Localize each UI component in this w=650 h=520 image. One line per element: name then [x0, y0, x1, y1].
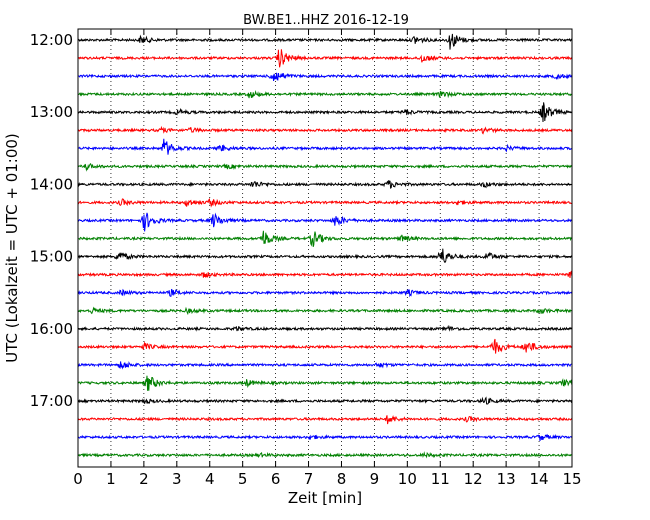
x-axis-ticks: 0 1 2 3 4 5 6 7 8 9 10 11 12 13 14 15 — [73, 29, 582, 488]
y-tick-label: 12:00 — [30, 31, 73, 49]
x-tick-label: 10 — [398, 470, 417, 488]
chart-title: BW.BE1..HHZ 2016-12-19 — [243, 13, 409, 28]
trace-1430 — [77, 212, 573, 232]
trace-1645 — [77, 375, 573, 391]
y-tick-label: 13:00 — [30, 103, 73, 121]
y-axis-label: UTC (Lokalzeit = UTC + 01:00) — [3, 133, 21, 363]
x-tick-label: 1 — [106, 470, 116, 488]
trace-1745 — [77, 451, 572, 459]
trace-1315 — [77, 125, 573, 135]
x-tick-label: 5 — [238, 470, 248, 488]
y-tick-label: 14:00 — [30, 175, 73, 193]
y-tick-label: 17:00 — [30, 392, 73, 410]
trace-series — [77, 33, 573, 459]
trace-1700 — [77, 396, 573, 405]
plot-frame — [77, 28, 573, 468]
trace-1715 — [77, 414, 573, 425]
trace-1615 — [77, 338, 573, 354]
trace-1345 — [77, 163, 573, 172]
x-tick-label: 0 — [73, 470, 83, 488]
x-axis-label: Zeit [min] — [288, 489, 362, 507]
y-tick-label: 15:00 — [30, 248, 73, 266]
trace-1415 — [77, 198, 572, 208]
trace-1330 — [77, 138, 572, 155]
trace-1300 — [77, 102, 573, 122]
trace-1515 — [77, 270, 573, 278]
y-tick-label: 16:00 — [30, 320, 73, 338]
x-tick-label: 9 — [370, 470, 380, 488]
x-tick-label: 3 — [172, 470, 182, 488]
trace-1630 — [77, 360, 572, 370]
trace-1230 — [77, 72, 573, 81]
x-tick-label: 12 — [464, 470, 483, 488]
x-tick-label: 2 — [139, 470, 149, 488]
x-tick-label: 4 — [205, 470, 215, 488]
trace-1530 — [77, 288, 573, 298]
trace-1215 — [77, 49, 573, 68]
x-tick-label: 6 — [271, 470, 281, 488]
x-tick-label: 8 — [337, 470, 347, 488]
trace-1500 — [77, 248, 573, 263]
trace-1200 — [77, 33, 573, 50]
trace-1545 — [77, 306, 573, 316]
trace-1730 — [77, 433, 573, 442]
x-tick-label: 14 — [530, 470, 549, 488]
x-tick-label: 7 — [304, 470, 314, 488]
x-tick-label: 15 — [562, 470, 581, 488]
x-tick-label: 11 — [431, 470, 450, 488]
y-axis-ticks: 12:00 13:00 14:00 15:00 16:00 17:00 — [30, 31, 572, 410]
trace-1400 — [77, 180, 572, 189]
x-tick-label: 13 — [497, 470, 516, 488]
trace-1600 — [77, 324, 573, 332]
trace-1245 — [77, 89, 573, 99]
trace-1445 — [77, 230, 572, 247]
